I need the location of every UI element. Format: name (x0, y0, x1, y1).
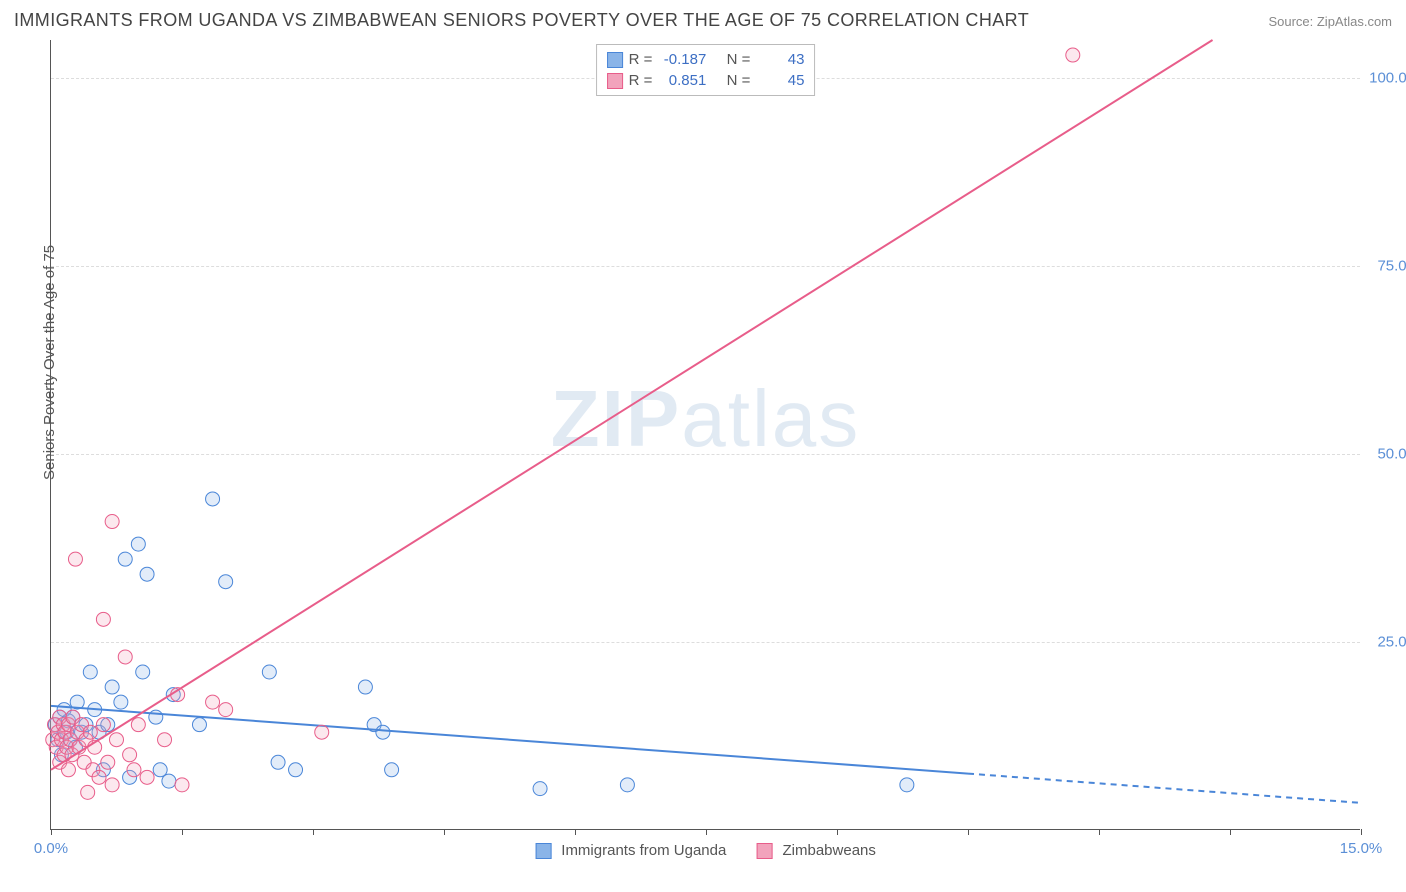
legend-n-value-zimbabwe: 45 (756, 72, 804, 89)
legend-r-value-zimbabwe: 0.851 (658, 72, 706, 89)
scatter-point-zimbabwe (127, 763, 141, 777)
scatter-point-uganda (533, 782, 547, 796)
scatter-point-zimbabwe (175, 778, 189, 792)
x-tick (837, 829, 838, 835)
source-label: Source: ZipAtlas.com (1268, 14, 1392, 29)
y-tick-label: 50.0% (1377, 445, 1406, 462)
legend-item-zimbabwe: Zimbabweans (756, 842, 876, 859)
scatter-point-uganda (271, 755, 285, 769)
y-tick-label: 100.0% (1369, 69, 1406, 86)
legend-label-uganda: Immigrants from Uganda (561, 842, 726, 859)
scatter-point-zimbabwe (110, 733, 124, 747)
scatter-point-zimbabwe (105, 515, 119, 529)
legend-correlation: R = -0.187 N = 43 R = 0.851 N = 45 (596, 44, 816, 96)
legend-label-zimbabwe: Zimbabweans (783, 842, 876, 859)
legend-swatch-uganda (607, 52, 623, 68)
legend-n-value-uganda: 43 (756, 51, 804, 68)
legend-row-zimbabwe: R = 0.851 N = 45 (603, 70, 809, 91)
scatter-point-uganda (162, 774, 176, 788)
x-tick (444, 829, 445, 835)
scatter-point-zimbabwe (158, 733, 172, 747)
scatter-point-uganda (385, 763, 399, 777)
legend-r-label: R = (629, 72, 653, 89)
scatter-point-zimbabwe (105, 778, 119, 792)
scatter-point-zimbabwe (68, 552, 82, 566)
x-tick (1361, 829, 1362, 835)
chart-svg (51, 40, 1360, 829)
x-tick (313, 829, 314, 835)
scatter-point-uganda (114, 695, 128, 709)
scatter-point-zimbabwe (81, 785, 95, 799)
scatter-point-zimbabwe (101, 755, 115, 769)
scatter-point-uganda (289, 763, 303, 777)
legend-swatch-zimbabwe (607, 73, 623, 89)
scatter-point-uganda (206, 492, 220, 506)
scatter-point-uganda (192, 718, 206, 732)
regression-line-uganda (51, 706, 968, 774)
scatter-point-zimbabwe (206, 695, 220, 709)
scatter-point-zimbabwe (315, 725, 329, 739)
scatter-point-zimbabwe (140, 770, 154, 784)
scatter-point-uganda (83, 665, 97, 679)
x-tick-label: 0.0% (34, 840, 68, 857)
x-tick (182, 829, 183, 835)
x-tick (51, 829, 52, 835)
x-tick (1230, 829, 1231, 835)
scatter-point-zimbabwe (131, 718, 145, 732)
legend-series: Immigrants from Uganda Zimbabweans (535, 842, 876, 859)
scatter-point-uganda (105, 680, 119, 694)
scatter-point-zimbabwe (219, 703, 233, 717)
scatter-point-uganda (131, 537, 145, 551)
scatter-point-uganda (262, 665, 276, 679)
legend-item-uganda: Immigrants from Uganda (535, 842, 726, 859)
scatter-point-uganda (358, 680, 372, 694)
scatter-point-uganda (900, 778, 914, 792)
x-tick (706, 829, 707, 835)
scatter-point-zimbabwe (61, 763, 75, 777)
scatter-point-uganda (140, 567, 154, 581)
scatter-point-uganda (118, 552, 132, 566)
scatter-point-zimbabwe (83, 725, 97, 739)
legend-n-label: N = (727, 51, 751, 68)
regression-line-zimbabwe (51, 40, 1213, 770)
chart-title: IMMIGRANTS FROM UGANDA VS ZIMBABWEAN SEN… (14, 10, 1029, 31)
legend-swatch-zimbabwe (756, 843, 772, 859)
plot-area: Seniors Poverty Over the Age of 75 ZIPat… (50, 40, 1360, 830)
scatter-point-zimbabwe (96, 612, 110, 626)
regression-line-dashed-uganda (968, 774, 1361, 803)
scatter-point-zimbabwe (92, 770, 106, 784)
scatter-point-uganda (136, 665, 150, 679)
scatter-point-zimbabwe (1066, 48, 1080, 62)
x-tick (968, 829, 969, 835)
scatter-point-uganda (219, 575, 233, 589)
x-tick (575, 829, 576, 835)
scatter-point-zimbabwe (123, 748, 137, 762)
x-tick-label: 15.0% (1340, 840, 1383, 857)
legend-row-uganda: R = -0.187 N = 43 (603, 49, 809, 70)
legend-r-value-uganda: -0.187 (658, 51, 706, 68)
x-tick (1099, 829, 1100, 835)
legend-n-label: N = (727, 72, 751, 89)
scatter-point-uganda (376, 725, 390, 739)
scatter-point-zimbabwe (118, 650, 132, 664)
scatter-point-zimbabwe (96, 718, 110, 732)
y-tick-label: 25.0% (1377, 633, 1406, 650)
legend-r-label: R = (629, 51, 653, 68)
y-tick-label: 75.0% (1377, 257, 1406, 274)
scatter-point-uganda (620, 778, 634, 792)
legend-swatch-uganda (535, 843, 551, 859)
